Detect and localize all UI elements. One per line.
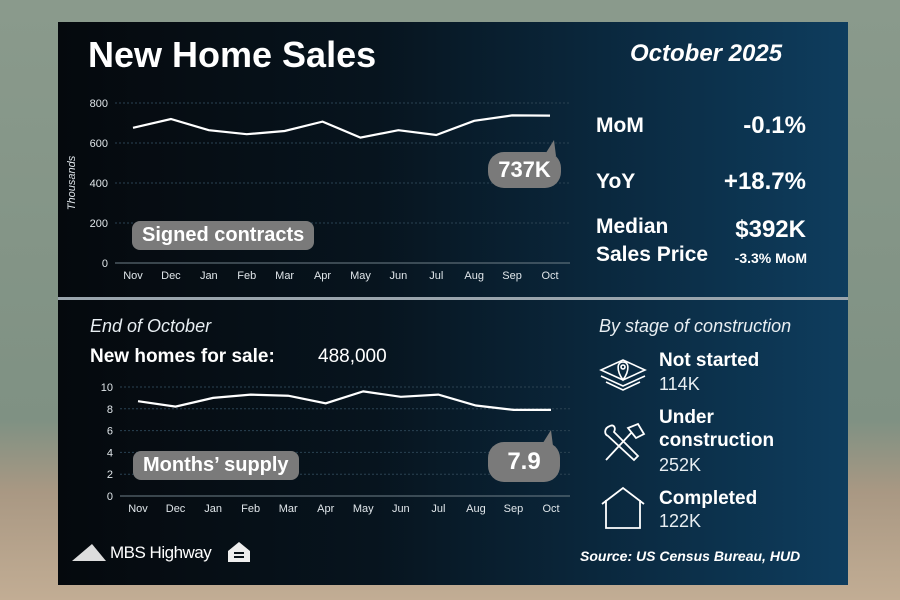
- yoy-value: +18.7%: [723, 168, 806, 195]
- x-tick-label: Jul: [429, 270, 443, 282]
- mom-label: MoM: [596, 114, 644, 137]
- x-tick-label: Apr: [314, 270, 331, 282]
- supply-callout: 7.9: [488, 442, 560, 482]
- yoy-label: YoY: [596, 170, 636, 193]
- x-tick-label: Oct: [542, 503, 559, 515]
- stage-not-started-value: 114K: [659, 374, 700, 394]
- for-sale-label: New homes for sale:: [90, 346, 275, 367]
- x-tick-label: Jun: [389, 270, 407, 282]
- stage-under-construction-value: 252K: [659, 455, 702, 475]
- y-axis-label: Thousands: [66, 155, 78, 210]
- median-label-1: Median: [596, 215, 669, 238]
- callout-pointer: [541, 430, 553, 446]
- series-line: [137, 390, 551, 411]
- mom-value: -0.1%: [743, 112, 806, 139]
- x-tick-label: Apr: [317, 503, 334, 515]
- callout-pointer: [544, 140, 556, 156]
- y-tick-label: 10: [101, 382, 113, 394]
- x-tick-label: Sep: [504, 503, 524, 515]
- stage-completed-value: 122K: [659, 511, 702, 531]
- section-divider: [58, 297, 848, 300]
- mbs-logo-icon: [72, 544, 106, 561]
- x-tick-label: Jan: [204, 503, 222, 515]
- x-tick-label: Feb: [241, 503, 260, 515]
- stage-under-construction-label-2: construction: [659, 430, 775, 451]
- x-tick-label: Mar: [275, 270, 294, 282]
- x-tick-label: May: [350, 270, 371, 282]
- x-tick-label: Nov: [128, 503, 148, 515]
- y-tick-label: 4: [107, 447, 113, 459]
- for-sale-value: 488,000: [318, 346, 387, 367]
- x-tick-label: May: [353, 503, 374, 515]
- stage-completed-label: Completed: [659, 488, 758, 509]
- tools-icon: [604, 422, 646, 462]
- x-tick-label: Aug: [464, 270, 484, 282]
- equal-housing-icon: [228, 542, 250, 562]
- median-change: -3.3% MoM: [734, 250, 807, 266]
- stages-heading: By stage of construction: [599, 316, 792, 336]
- contracts-callout: 737K: [488, 152, 561, 188]
- x-tick-label: Jan: [200, 270, 218, 282]
- x-tick-label: Dec: [166, 503, 186, 515]
- y-tick-label: 0: [107, 491, 113, 503]
- x-tick-label: Oct: [541, 270, 558, 282]
- signed-contracts-label: Signed contracts: [132, 221, 315, 250]
- x-tick-label: Nov: [123, 270, 143, 282]
- x-tick-label: Aug: [466, 503, 486, 515]
- y-tick-label: 6: [107, 426, 113, 438]
- house-icon: [601, 486, 645, 529]
- x-tick-label: Dec: [161, 270, 181, 282]
- y-tick-label: 800: [90, 98, 108, 110]
- page-title: New Home Sales: [88, 34, 377, 75]
- y-tick-label: 8: [107, 404, 113, 416]
- lower-heading: End of October: [90, 316, 212, 336]
- x-tick-label: Feb: [237, 270, 256, 282]
- brand-name: MBS Highway: [110, 543, 212, 562]
- series-line: [132, 114, 551, 139]
- y-tick-label: 400: [90, 178, 108, 190]
- x-tick-label: Mar: [279, 503, 298, 515]
- y-tick-label: 2: [107, 469, 113, 481]
- report-date: October 2025: [630, 40, 783, 67]
- months-supply-label: Months’ supply: [133, 451, 299, 480]
- y-tick-label: 200: [90, 218, 108, 230]
- median-label-2: Sales Price: [596, 243, 709, 266]
- map-pin-blocks-icon: [599, 359, 647, 391]
- y-tick-label: 600: [90, 138, 108, 150]
- months-supply-chart: 0 2 4 6 8 10 Nov Dec Jan Feb Mar Apr May Jun Jul Aug Sep…: [101, 382, 570, 515]
- source-note: Source: US Census Bureau, HUD: [580, 548, 801, 564]
- y-tick-label: 0: [102, 258, 108, 270]
- stage-under-construction-label-1: Under: [659, 407, 714, 428]
- x-tick-label: Sep: [502, 270, 522, 282]
- signed-contracts-chart: 0 200 400 600 800 Nov Dec Jan Feb Mar Apr May Jun Jul…: [66, 98, 570, 282]
- median-value: $392K: [735, 216, 806, 243]
- infographic-panel: [58, 22, 848, 585]
- x-tick-label: Jun: [392, 503, 410, 515]
- stage-not-started-label: Not started: [659, 350, 760, 371]
- x-tick-label: Jul: [431, 503, 445, 515]
